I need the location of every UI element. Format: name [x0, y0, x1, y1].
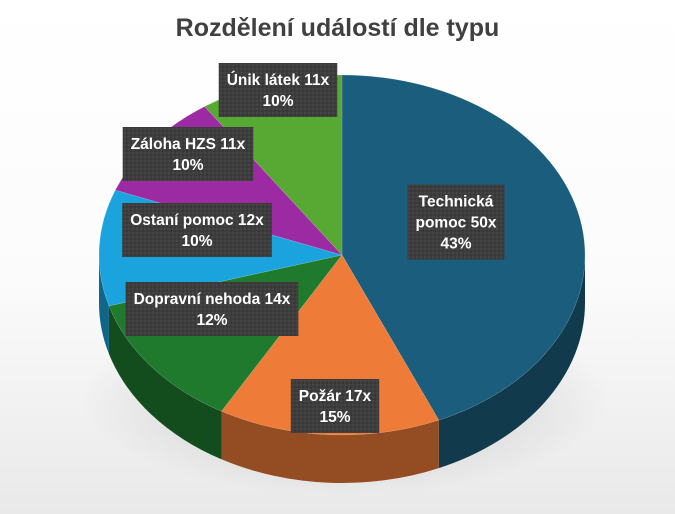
data-label-text: 43%	[440, 236, 471, 253]
data-label-box	[122, 203, 272, 257]
data-label-text: 10%	[172, 157, 203, 174]
chart-title: Rozdělení událostí dle typu	[175, 14, 500, 42]
data-label-text: Záloha HZS 11x	[131, 136, 246, 153]
pie-slice-side-technicka-pomoc	[438, 255, 585, 469]
data-label-zaloha-hzs: Záloha HZS 11x 10%	[122, 127, 254, 181]
data-label-ostani-pomoc: Ostaní pomoc 12x 10%	[122, 203, 272, 257]
pie-slice-side-pozar	[221, 411, 439, 484]
data-label-dopravni-nehoda: Dopravní nehoda 14x 12%	[125, 282, 299, 336]
data-label-text: Technická	[419, 194, 494, 211]
data-label-text: Únik látek 11x	[227, 71, 330, 89]
data-label-box	[407, 184, 505, 260]
pie-sides	[99, 255, 585, 484]
data-label-box	[290, 379, 380, 433]
data-label-text: 12%	[196, 312, 227, 329]
data-label-text: 10%	[262, 93, 293, 110]
data-label-box	[122, 127, 254, 181]
data-label-pozar: Požár 17x 15%	[290, 379, 380, 433]
data-label-unik-latek: Únik látek 11x 10%	[218, 63, 338, 117]
pie-slice-side-ostani-pomoc	[99, 255, 109, 354]
data-label-text: Dopravní nehoda 14x	[134, 291, 291, 308]
data-label-technicka-pomoc: Technická pomoc 50x 43%	[407, 184, 505, 260]
data-label-box	[218, 63, 338, 117]
data-label-text: Ostaní pomoc 12x	[130, 212, 264, 229]
data-label-text: 10%	[181, 233, 212, 250]
pie-slice-pozar	[221, 254, 440, 436]
data-label-text: Požár 17x	[299, 388, 372, 405]
data-label-box	[125, 282, 299, 336]
pie-slice-side-dopravni-nehoda	[108, 305, 222, 460]
data-label-text: pomoc 50x	[416, 215, 497, 232]
data-labels: Technická pomoc 50x 43% Požár 17x 15% Dopravn…	[122, 63, 505, 433]
data-label-text: 15%	[319, 409, 350, 426]
